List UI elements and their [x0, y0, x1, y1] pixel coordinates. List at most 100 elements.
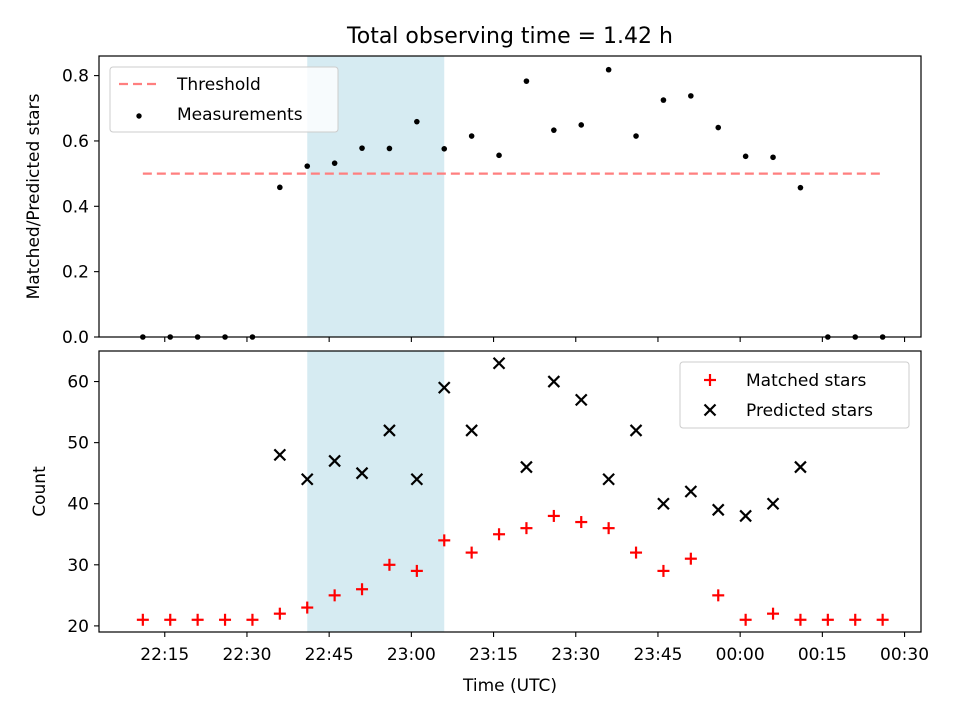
bottom-y-tick-label: 30	[67, 556, 89, 576]
bottom-legend-box	[679, 361, 910, 429]
bottom-x-tick-label: 22:30	[222, 645, 271, 665]
bottom-y-tick-label: 50	[67, 434, 89, 454]
top-y-tick-label: 0.2	[62, 263, 89, 283]
predicted-stars-series	[273, 356, 807, 523]
predicted-star-point	[520, 460, 533, 474]
predicted-star-point	[739, 509, 752, 523]
top-y-axis-label: Matched/Predicted stars	[24, 93, 44, 299]
legend-predicted-marker	[703, 403, 717, 417]
chart-title: Total observing time = 1.42 h	[346, 24, 673, 49]
measurement-point	[742, 153, 749, 160]
matched-star-point	[273, 607, 286, 620]
matched-star-point	[520, 522, 533, 535]
matched-star-point	[575, 516, 588, 529]
matched-star-point	[438, 534, 451, 547]
bottom-panel: 20 30 40 50 60 22:15 22:30 22:45 23:00 23:15 23:30…	[30, 350, 929, 696]
measurement-point	[496, 152, 502, 159]
predicted-star-point	[711, 503, 725, 517]
bottom-x-tick-label: 23:15	[469, 645, 518, 665]
top-y-tick-label: 0.0	[62, 328, 89, 348]
predicted-star-point	[437, 381, 451, 394]
top-legend-box	[109, 66, 339, 133]
measurement-point	[414, 118, 420, 125]
matched-star-point	[876, 613, 889, 626]
predicted-star-point	[492, 356, 506, 370]
predicted-star-point	[657, 497, 670, 510]
legend-measurements-label: Measurements	[177, 105, 303, 125]
top-panel: 0.00.20.40.60.8 Matched/Predicted stars …	[24, 55, 922, 348]
predicted-star-point	[300, 473, 314, 486]
matched-star-point	[767, 607, 780, 620]
observing-window-bottom	[307, 351, 445, 632]
measurement-point	[468, 133, 475, 139]
measurement-point	[523, 78, 530, 84]
bottom-axis-ticks: 20 30 40 50 60 22:15 22:30 22:45 23:00 23:15 23:30…	[67, 373, 929, 665]
measurement-point	[551, 127, 557, 133]
bottom-y-tick-label: 20	[67, 617, 89, 637]
legend-predicted-label: Predicted stars	[746, 401, 873, 421]
matched-star-point	[712, 589, 725, 602]
matched-star-point	[602, 522, 615, 535]
matched-star-point	[164, 613, 177, 626]
matched-star-point	[794, 613, 807, 626]
measurement-point	[688, 93, 694, 99]
matched-star-point	[493, 528, 506, 541]
matched-star-point	[547, 509, 560, 522]
measurement-point	[578, 122, 585, 128]
matched-star-point	[657, 564, 670, 577]
bottom-x-tick-label: 23:00	[387, 645, 436, 665]
top-axis-ticks: 0.0 0.2 0.4 0.6 0.8	[62, 67, 906, 348]
predicted-star-point	[547, 375, 561, 388]
predicted-star-point	[355, 466, 369, 480]
predicted-star-point	[410, 473, 424, 486]
measurement-point	[441, 145, 448, 152]
top-axes-frame	[98, 55, 922, 338]
matched-star-point	[684, 552, 697, 565]
bottom-x-tick-label: 22:15	[140, 645, 189, 665]
matched-star-point	[301, 601, 314, 614]
predicted-star-point	[794, 460, 807, 474]
matched-star-point	[356, 583, 369, 596]
matched-star-point	[328, 589, 341, 602]
predicted-star-point	[629, 424, 643, 437]
top-legend: Threshold Measurements	[109, 66, 339, 133]
legend-measurements-swatch	[136, 113, 142, 119]
legend-matched-marker	[704, 374, 716, 386]
bottom-x-tick-label: 00:15	[798, 645, 847, 665]
top-y-tick-label: 0.6	[62, 132, 89, 152]
measurement-point	[277, 184, 283, 191]
matched-stars-series	[136, 509, 889, 626]
legend-predicted-swatch	[703, 403, 717, 417]
bottom-x-tick-label: 22:45	[305, 645, 354, 665]
predicted-star-point	[273, 448, 287, 462]
matched-star-point	[136, 613, 149, 626]
legend-threshold-label: Threshold	[176, 75, 261, 95]
predicted-star-point	[383, 424, 396, 437]
matched-star-point	[410, 564, 423, 577]
matched-star-point	[465, 546, 478, 559]
predicted-star-point	[328, 454, 341, 468]
bottom-x-tick-label: 00:30	[880, 645, 929, 665]
matched-star-point	[191, 613, 204, 626]
matched-star-point	[630, 546, 643, 559]
matched-star-point	[849, 613, 862, 626]
measurement-point	[715, 124, 722, 131]
matched-star-point	[821, 613, 834, 626]
top-y-tick-label: 0.4	[62, 197, 89, 217]
top-y-tick-label: 0.8	[62, 67, 89, 87]
measurement-point	[386, 145, 393, 152]
measurement-point	[304, 163, 311, 169]
bottom-x-tick-label: 23:30	[551, 645, 600, 665]
matched-star-point	[246, 613, 259, 626]
measurement-point	[605, 66, 612, 73]
bottom-x-tick-label: 23:45	[633, 645, 682, 665]
predicted-star-point	[602, 473, 615, 486]
measurement-point	[660, 97, 667, 103]
matched-star-point	[383, 558, 396, 571]
bottom-y-tick-label: 60	[67, 373, 89, 393]
matched-star-point	[219, 613, 232, 626]
predicted-star-point	[684, 485, 698, 498]
bottom-axes-frame	[98, 350, 922, 633]
legend-matched-label: Matched stars	[746, 371, 866, 391]
